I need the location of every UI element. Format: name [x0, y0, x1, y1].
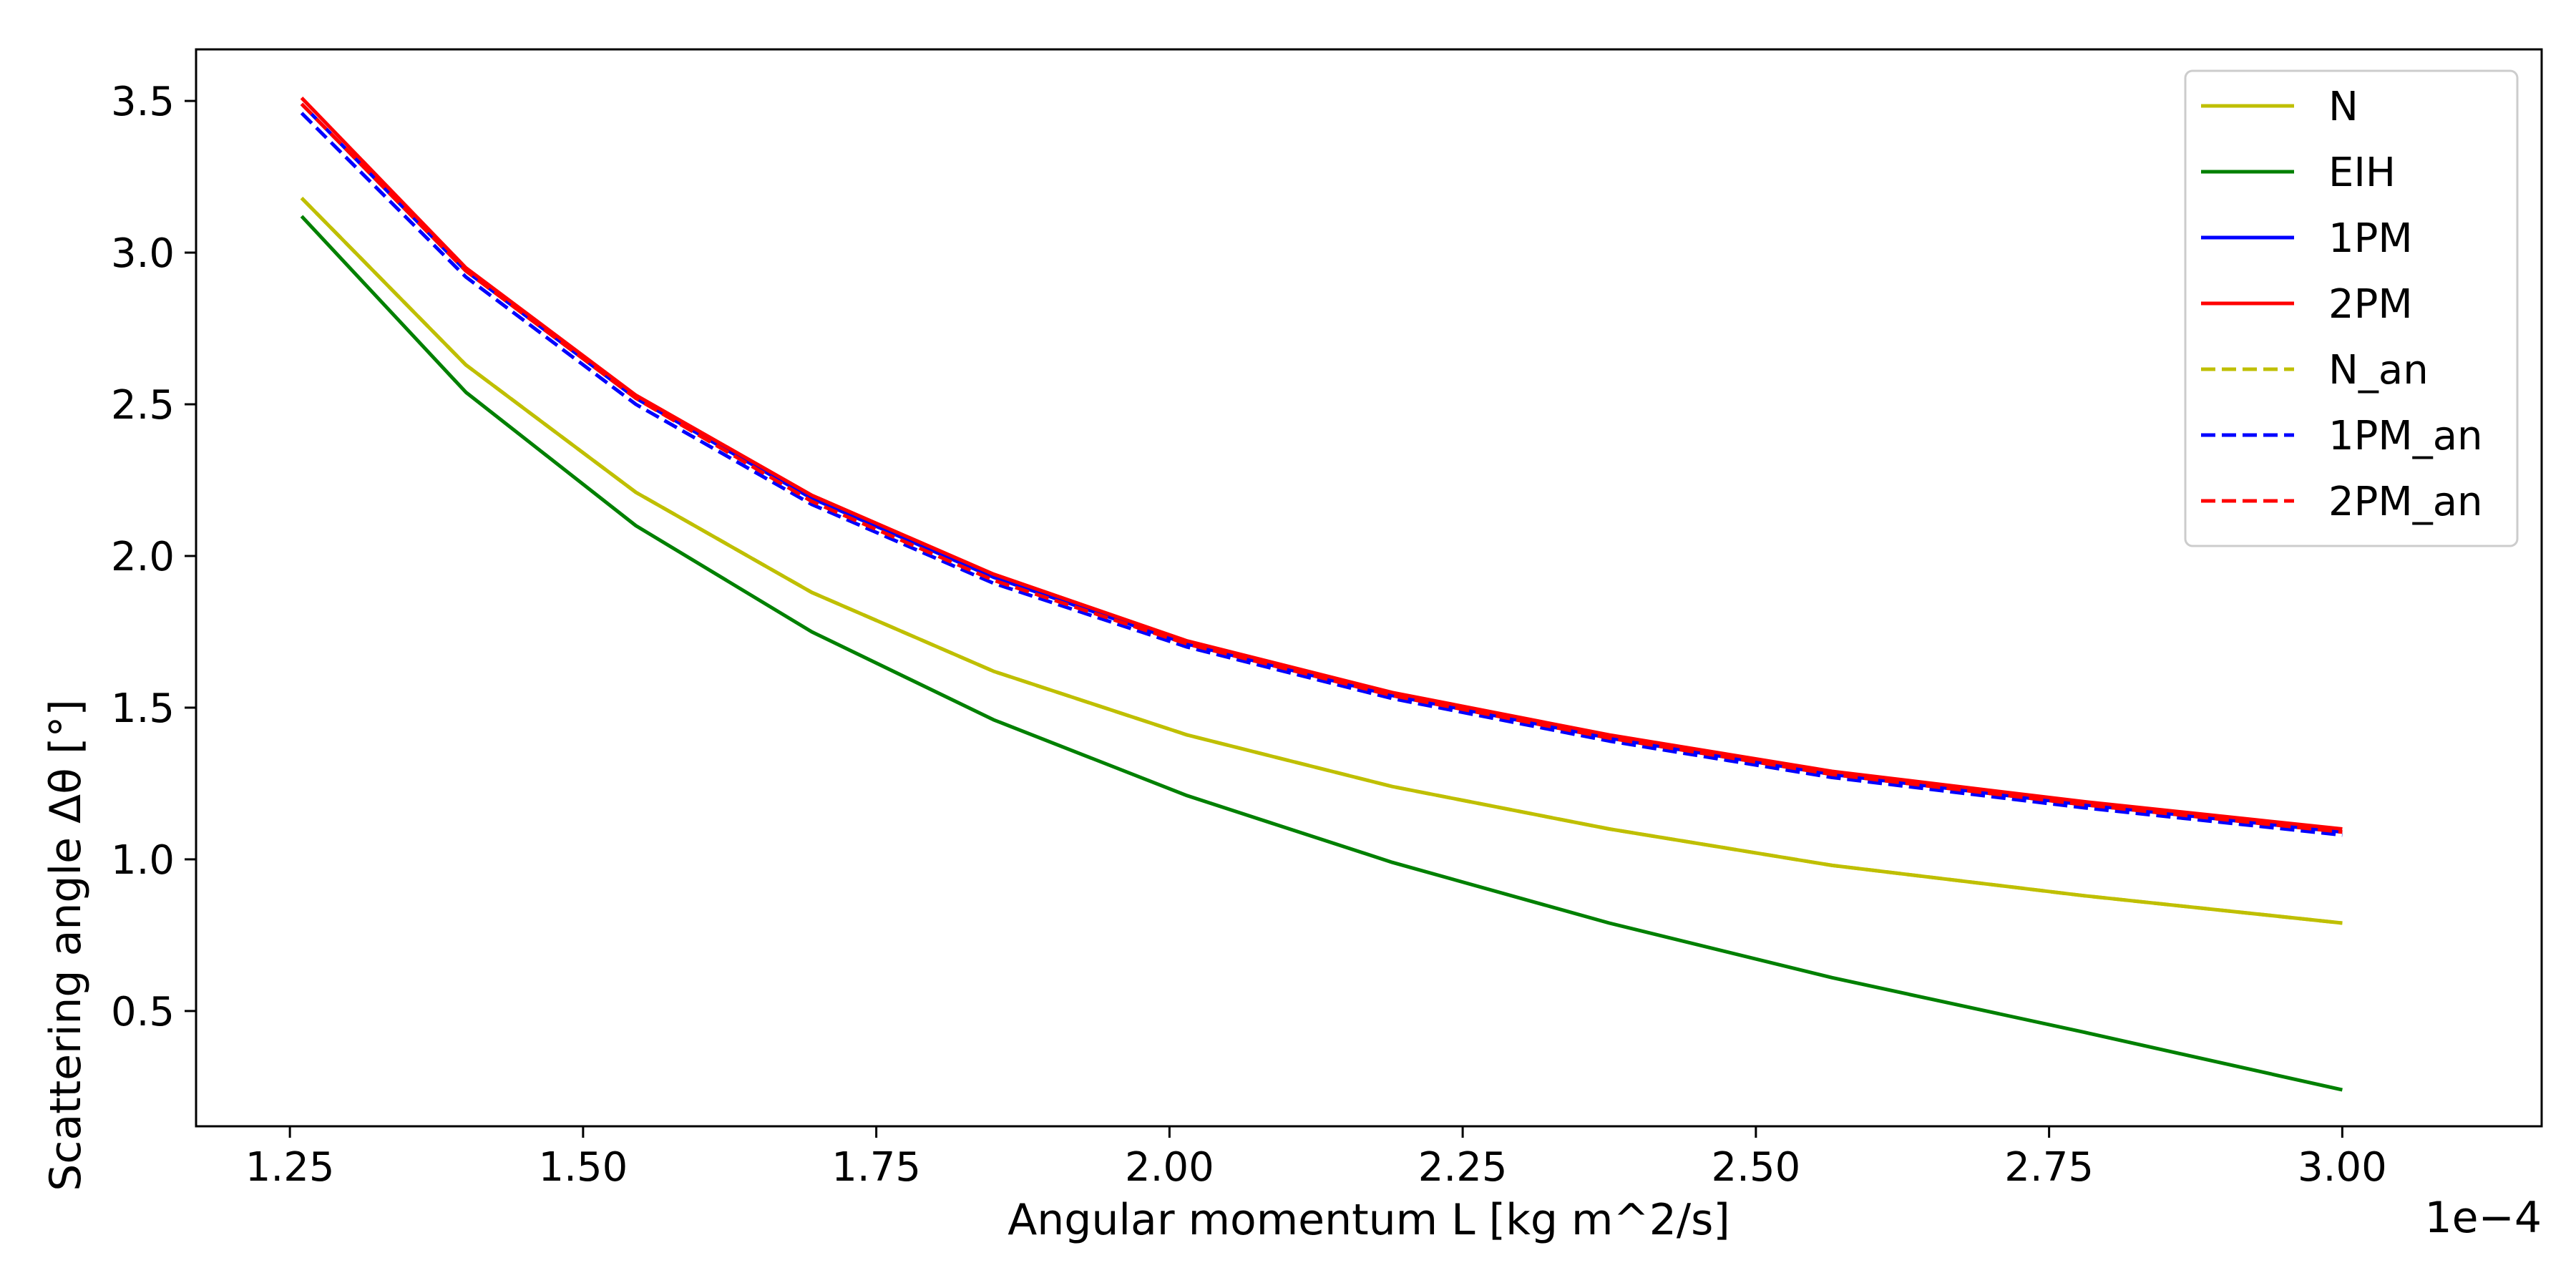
series-line-1pm-an: [300, 112, 2343, 837]
y-axis-label: Scattering angle Δθ [°]: [41, 699, 91, 1191]
x-tick-label: 3.00: [2298, 1144, 2387, 1191]
legend: N EIH 1PM 2PM N_an 1PM_an 2PM_an: [2184, 69, 2519, 547]
x-axis-label: Angular momentum L [kg m^2/s]: [1008, 1195, 1730, 1245]
y-tick-label: 3.0: [111, 230, 175, 277]
x-axis-ticks: 1.25 1.50 1.75 2.00 2.25 2.50 2.75 3.00: [245, 1126, 2387, 1191]
y-tick-label: 0.5: [111, 989, 175, 1035]
x-tick-label: 1.50: [539, 1144, 628, 1191]
x-tick-label: 1.25: [245, 1144, 335, 1191]
x-axis-offset-label: 1e−4: [2424, 1193, 2542, 1243]
legend-label: EIH: [2328, 150, 2396, 196]
x-tick-label: 2.00: [1125, 1144, 1214, 1191]
legend-label: N_an: [2328, 347, 2429, 394]
y-tick-label: 2.0: [111, 534, 175, 580]
y-tick-label: 3.5: [111, 79, 175, 125]
series-line-n-an: [300, 196, 2343, 925]
legend-label: 2PM: [2328, 281, 2413, 328]
legend-label: 1PM_an: [2328, 413, 2483, 459]
y-tick-label: 2.5: [111, 382, 175, 429]
legend-label: N: [2328, 84, 2358, 130]
legend-box: [2184, 69, 2519, 547]
plot-area: [195, 48, 2543, 1128]
y-tick-label: 1.5: [111, 686, 175, 732]
legend-items: N EIH 1PM 2PM N_an 1PM_an 2PM_an: [2201, 84, 2483, 525]
series-line-2pm-an: [300, 102, 2343, 834]
x-tick-label: 1.75: [831, 1144, 921, 1191]
y-tick-label: 1.0: [111, 837, 175, 884]
legend-label: 1PM: [2328, 215, 2413, 262]
series-line-eih: [300, 215, 2343, 1092]
series-line-2pm: [300, 97, 2343, 831]
legend-label: 2PM_an: [2328, 479, 2483, 525]
x-tick-label: 2.50: [1712, 1144, 1801, 1191]
series-layer: [300, 97, 2343, 1092]
plot-frame: [195, 48, 2543, 1128]
x-tick-label: 2.75: [2004, 1144, 2094, 1191]
x-tick-label: 2.25: [1418, 1144, 1508, 1191]
y-axis-ticks: 0.5 1.0 1.5 2.0 2.5 3.0 3.5: [111, 79, 196, 1035]
